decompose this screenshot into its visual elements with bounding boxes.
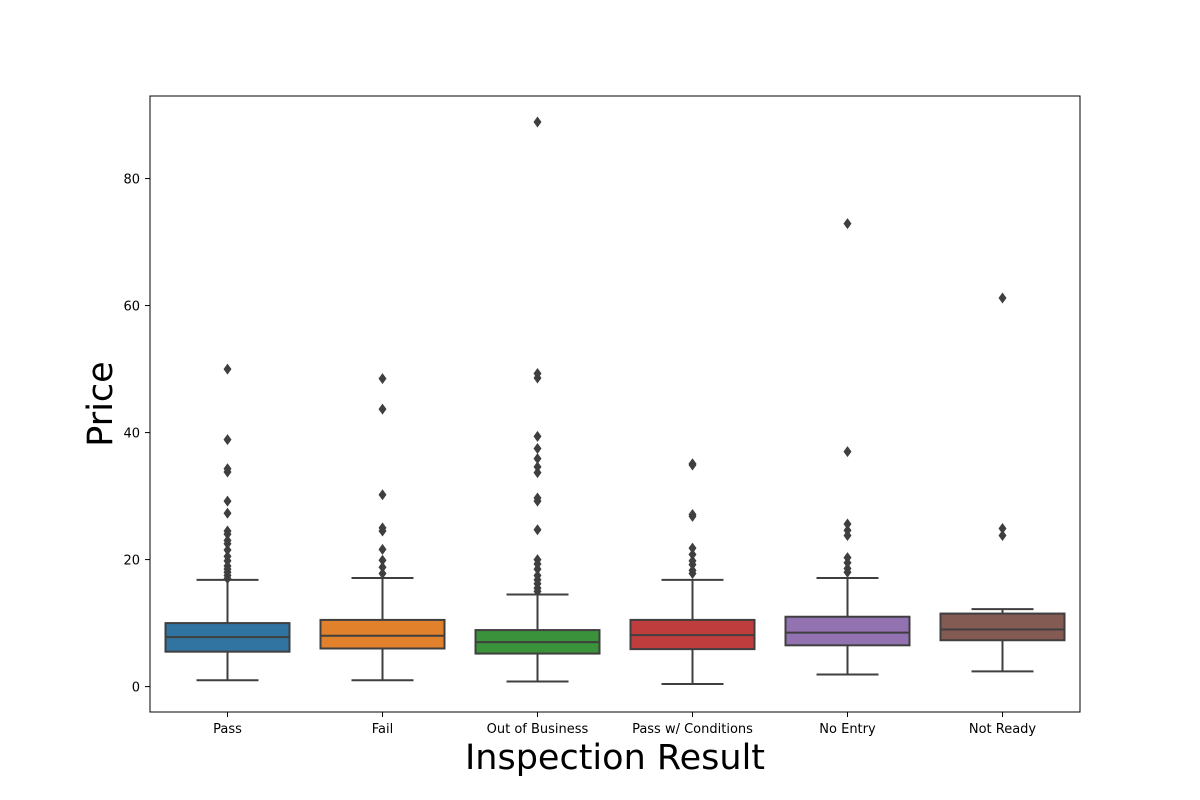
outlier-point bbox=[533, 554, 542, 566]
outlier-point bbox=[843, 562, 852, 574]
box-group-4 bbox=[784, 218, 911, 676]
outlier-point bbox=[688, 458, 697, 470]
y-axis-title: Price bbox=[81, 361, 121, 446]
outlier-point bbox=[843, 218, 852, 230]
y-tick-label: 40 bbox=[123, 427, 140, 442]
box-group-5 bbox=[939, 292, 1066, 673]
plot-area bbox=[164, 116, 1066, 686]
outlier-point bbox=[533, 430, 542, 442]
outlier-point bbox=[998, 292, 1007, 304]
box-iqr bbox=[319, 618, 446, 650]
outlier-point bbox=[843, 552, 852, 564]
outlier-point bbox=[533, 116, 542, 128]
y-axis: 0 20 40 60 80 bbox=[123, 173, 150, 696]
y-tick-label: 80 bbox=[123, 173, 140, 188]
box-iqr bbox=[784, 615, 911, 647]
outlier-point bbox=[223, 434, 232, 446]
outlier-point bbox=[533, 467, 542, 479]
x-tick-label: Fail bbox=[372, 722, 393, 737]
outlier-point bbox=[223, 525, 232, 537]
outlier-point bbox=[533, 524, 542, 536]
outlier-point bbox=[223, 550, 232, 562]
outlier-point bbox=[378, 568, 387, 580]
box-group-1 bbox=[319, 373, 446, 682]
box-iqr bbox=[939, 612, 1066, 642]
x-tick-label: Pass bbox=[213, 722, 242, 737]
box-group-2 bbox=[474, 116, 601, 683]
outlier-point bbox=[533, 453, 542, 465]
y-tick-label: 0 bbox=[132, 681, 140, 696]
outlier-point bbox=[533, 569, 542, 581]
axes-frame bbox=[149, 95, 1081, 713]
outlier-point bbox=[223, 544, 232, 556]
outlier-point bbox=[688, 508, 697, 520]
outlier-point bbox=[998, 522, 1007, 534]
outlier-point bbox=[843, 446, 852, 458]
outlier-point bbox=[378, 543, 387, 555]
outlier-point bbox=[223, 363, 232, 375]
y-tick-label: 60 bbox=[123, 300, 140, 315]
outlier-point bbox=[533, 461, 542, 473]
outlier-point bbox=[223, 507, 232, 519]
x-tick-label: No Entry bbox=[819, 722, 876, 737]
outlier-point bbox=[688, 542, 697, 554]
outlier-point bbox=[378, 522, 387, 534]
outlier-point bbox=[998, 529, 1007, 541]
outlier-point bbox=[688, 549, 697, 561]
y-tick-label: 20 bbox=[123, 554, 140, 569]
outlier-point bbox=[223, 463, 232, 475]
outlier-point bbox=[378, 554, 387, 566]
outlier-point bbox=[223, 495, 232, 507]
x-axis-title: Inspection Result bbox=[465, 738, 765, 778]
box-group-0 bbox=[164, 363, 291, 682]
outlier-point bbox=[533, 442, 542, 454]
outlier-point bbox=[533, 492, 542, 504]
outlier-point bbox=[378, 489, 387, 501]
x-axis: Pass Fail Out of Business Pass w/ Condition… bbox=[213, 712, 1036, 737]
outlier-point bbox=[843, 518, 852, 530]
x-tick-label: Out of Business bbox=[487, 722, 589, 737]
outlier-point bbox=[688, 564, 697, 576]
outlier-point bbox=[378, 373, 387, 385]
outlier-point bbox=[378, 561, 387, 573]
outlier-point bbox=[533, 368, 542, 380]
box-group-3 bbox=[629, 458, 756, 686]
outlier-point bbox=[223, 535, 232, 547]
outlier-point bbox=[688, 555, 697, 567]
outlier-point bbox=[843, 524, 852, 536]
outlier-point bbox=[378, 403, 387, 415]
x-tick-label: Pass w/ Conditions bbox=[632, 722, 753, 737]
x-tick-label: Not Ready bbox=[969, 722, 1037, 737]
